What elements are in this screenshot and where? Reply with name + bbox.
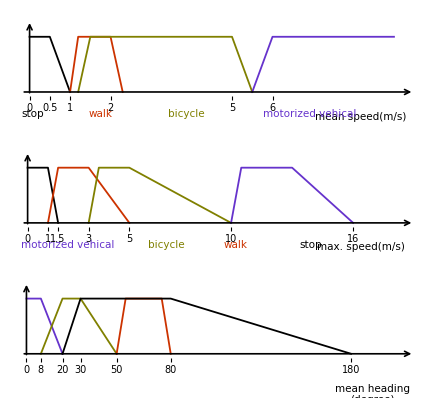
Text: bicycle: bicycle bbox=[148, 240, 185, 250]
X-axis label: max. speed(m/s): max. speed(m/s) bbox=[317, 242, 405, 252]
Text: motorized vehical: motorized vehical bbox=[263, 109, 357, 119]
Text: stop: stop bbox=[299, 240, 322, 250]
X-axis label: mean speed(m/s): mean speed(m/s) bbox=[315, 111, 406, 122]
Text: motorized vehical: motorized vehical bbox=[21, 240, 115, 250]
Text: walk: walk bbox=[224, 240, 248, 250]
Text: stop: stop bbox=[21, 109, 44, 119]
Text: bicycle: bicycle bbox=[168, 109, 205, 119]
X-axis label: mean heading
(degree): mean heading (degree) bbox=[335, 384, 410, 398]
Text: walk: walk bbox=[89, 109, 113, 119]
